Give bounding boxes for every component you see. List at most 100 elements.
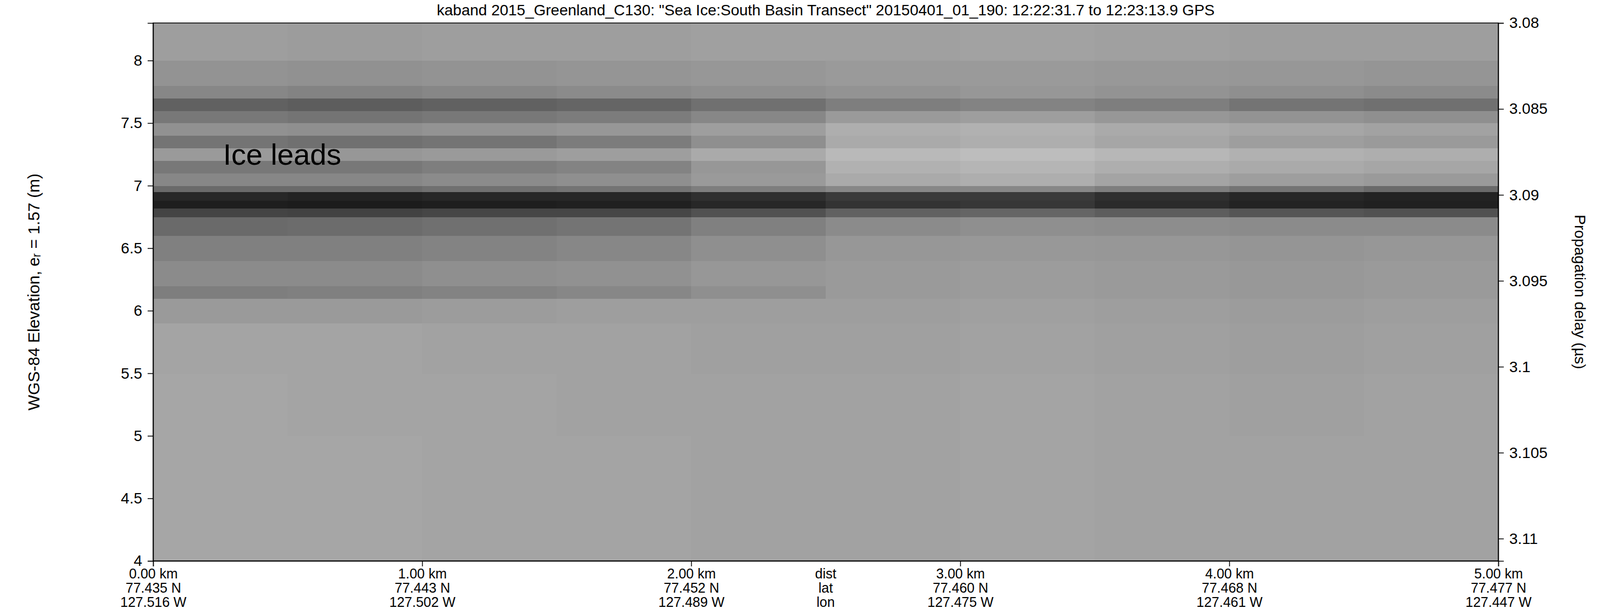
cell (825, 110, 961, 124)
cell (556, 97, 692, 111)
cell (422, 97, 558, 111)
title: kaband 2015_Greenland_C130: "Sea Ice:Sou… (436, 1, 1216, 19)
cell (287, 60, 423, 86)
x-tick: 3.00 km77.460 N127.475 W (927, 560, 994, 610)
cell (422, 207, 558, 218)
x-tick-label: 3.00 km (936, 565, 985, 581)
cell (556, 22, 692, 61)
cell (1094, 298, 1230, 324)
cell (1229, 97, 1365, 111)
cell (1229, 372, 1365, 436)
cell (960, 60, 1096, 86)
cell (287, 200, 423, 209)
cell (422, 110, 558, 124)
y2-tick-label: 3.095 (1509, 272, 1548, 290)
cell (422, 285, 558, 299)
cell (556, 60, 692, 86)
cell (556, 191, 692, 202)
cell (960, 207, 1096, 218)
x-tick-label: 4.00 km (1205, 565, 1254, 581)
x-tick: 0.00 km77.435 N127.516 W (120, 560, 187, 610)
y-tick: 7 (133, 177, 154, 195)
cell (556, 135, 692, 149)
y-tick: 5.5 (120, 364, 154, 382)
cell (960, 135, 1096, 149)
cell (1229, 85, 1365, 98)
cell (287, 207, 423, 218)
cell (960, 372, 1096, 436)
cell (556, 260, 692, 286)
cell (691, 435, 827, 561)
cell (153, 216, 289, 236)
cell (153, 285, 289, 299)
y2-axis-title: Propagation delay (µs) (1571, 214, 1589, 369)
cell (691, 207, 827, 218)
cell (556, 298, 692, 324)
cell (422, 216, 558, 236)
cell (691, 110, 827, 124)
cell (960, 285, 1096, 299)
lat-label: 77.460 N (932, 579, 989, 595)
cell (1229, 235, 1365, 261)
cell (422, 123, 558, 136)
cell (960, 298, 1096, 324)
cell (287, 123, 423, 136)
x-tick-label: 1.00 km (398, 565, 447, 581)
cell (153, 207, 289, 218)
cell (422, 135, 558, 149)
y2-axis-line (1498, 23, 1505, 562)
cell (960, 110, 1096, 124)
x-tick-label: 0.00 km (129, 565, 178, 581)
cell (1363, 323, 1499, 374)
cell (1363, 191, 1499, 202)
cell (287, 372, 423, 436)
cell (1094, 22, 1230, 61)
cell (825, 172, 961, 186)
cell (422, 60, 558, 86)
cell (556, 285, 692, 299)
cell (1094, 123, 1230, 136)
y-tick-mark (147, 497, 154, 499)
cell (556, 185, 692, 192)
cell (825, 216, 961, 236)
cell (1229, 200, 1365, 209)
cell (691, 298, 827, 324)
cell (960, 123, 1096, 136)
cell (287, 435, 423, 561)
cell (1094, 323, 1230, 374)
y-tick: 7.5 (120, 114, 154, 132)
echogram (153, 22, 1499, 561)
y-tick-mark (147, 435, 154, 437)
cell (960, 185, 1096, 192)
cell (1094, 200, 1230, 209)
x-tick: 1.00 km77.443 N127.502 W (389, 560, 456, 610)
cell (153, 60, 289, 86)
cell (691, 372, 827, 436)
cell (1363, 207, 1499, 218)
cell (825, 185, 961, 192)
cell (1363, 185, 1499, 192)
y-tick: 5 (133, 427, 154, 445)
cell (1363, 435, 1499, 561)
cell (556, 123, 692, 136)
y2-tick-mark (1498, 194, 1504, 196)
cell (287, 172, 423, 186)
cell (556, 216, 692, 236)
cell (153, 260, 289, 286)
cell (153, 22, 289, 61)
cell (691, 123, 827, 136)
cell (1229, 160, 1365, 173)
cell (960, 22, 1096, 61)
cell (691, 323, 827, 374)
cell (960, 323, 1096, 374)
cell (556, 172, 692, 186)
y2-tick-label: 3.08 (1509, 14, 1540, 32)
y-tick: 6 (133, 301, 154, 319)
cell (1229, 207, 1365, 218)
chart: 44.555.566.577.583.083.0853.093.0953.13.… (0, 0, 1600, 614)
cell (556, 85, 692, 98)
cell (960, 200, 1096, 209)
cell (556, 200, 692, 209)
cell (287, 185, 423, 192)
cell (825, 148, 961, 161)
